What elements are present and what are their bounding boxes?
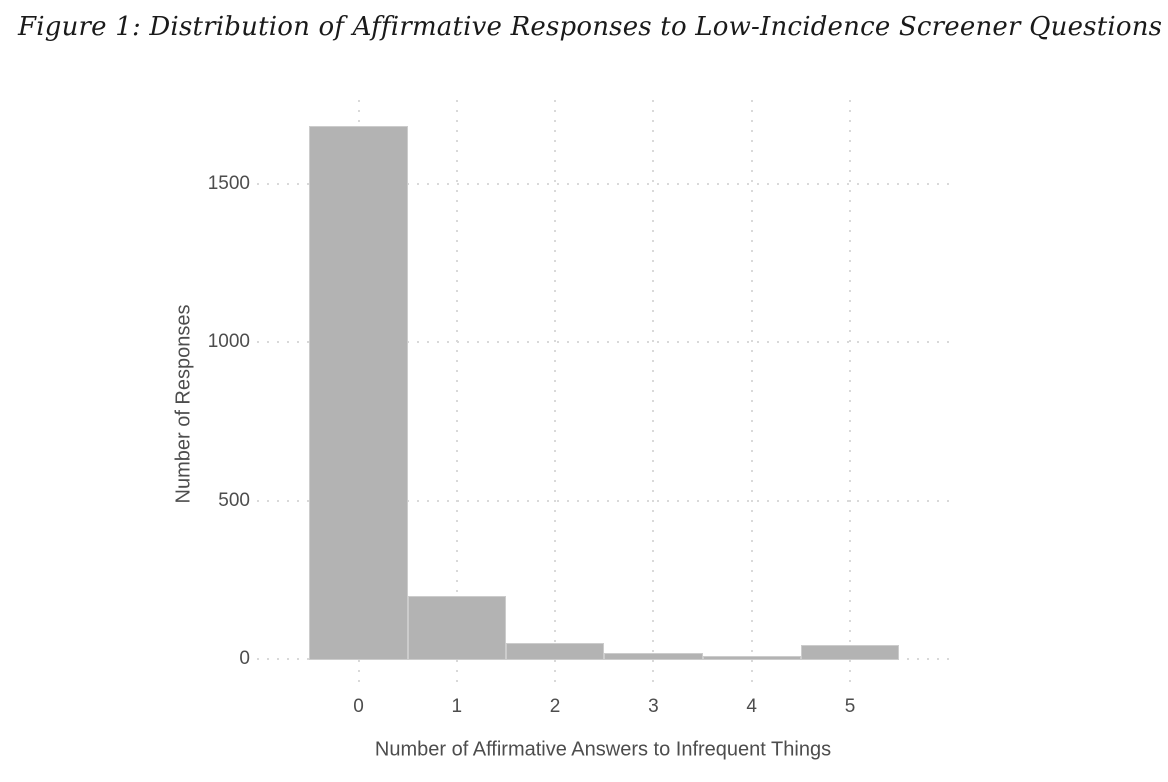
y-tick-label-500: 500 [218, 489, 250, 511]
gridline-x-4 [750, 100, 753, 688]
y-tick-label-1500: 1500 [207, 172, 250, 194]
gridline-x-2 [554, 100, 557, 688]
histogram-bar-0 [309, 126, 408, 660]
x-tick-label-0: 0 [353, 696, 364, 717]
plot-panel [257, 100, 950, 688]
histogram-bar-2 [505, 643, 605, 660]
gridline-y-1000 [257, 341, 950, 343]
x-axis-title: Number of Affirmative Answers to Infrequ… [374, 738, 832, 761]
histogram-bar-3 [604, 652, 703, 660]
gridline-x-3 [652, 100, 655, 688]
y-tick-label-0: 0 [239, 648, 250, 669]
gridline-x-5 [849, 100, 851, 688]
figure-caption: Figure 1: Distribution of Affirmative Re… [18, 12, 1163, 42]
gridline-y-500 [257, 499, 950, 502]
x-tick-label-3: 3 [648, 696, 659, 717]
y-tick-label-1000: 1000 [207, 331, 250, 352]
gridline-y-1500 [257, 182, 950, 185]
x-tick-label-4: 4 [746, 696, 757, 717]
x-tick-label-5: 5 [844, 696, 856, 717]
histogram-bar-1 [407, 595, 506, 660]
x-tick-label-2: 2 [549, 696, 561, 717]
histogram-bar-4 [702, 655, 801, 660]
x-tick-label-1: 1 [451, 696, 463, 717]
gridline-x-1 [455, 100, 458, 688]
histogram-bar-5 [800, 644, 900, 660]
